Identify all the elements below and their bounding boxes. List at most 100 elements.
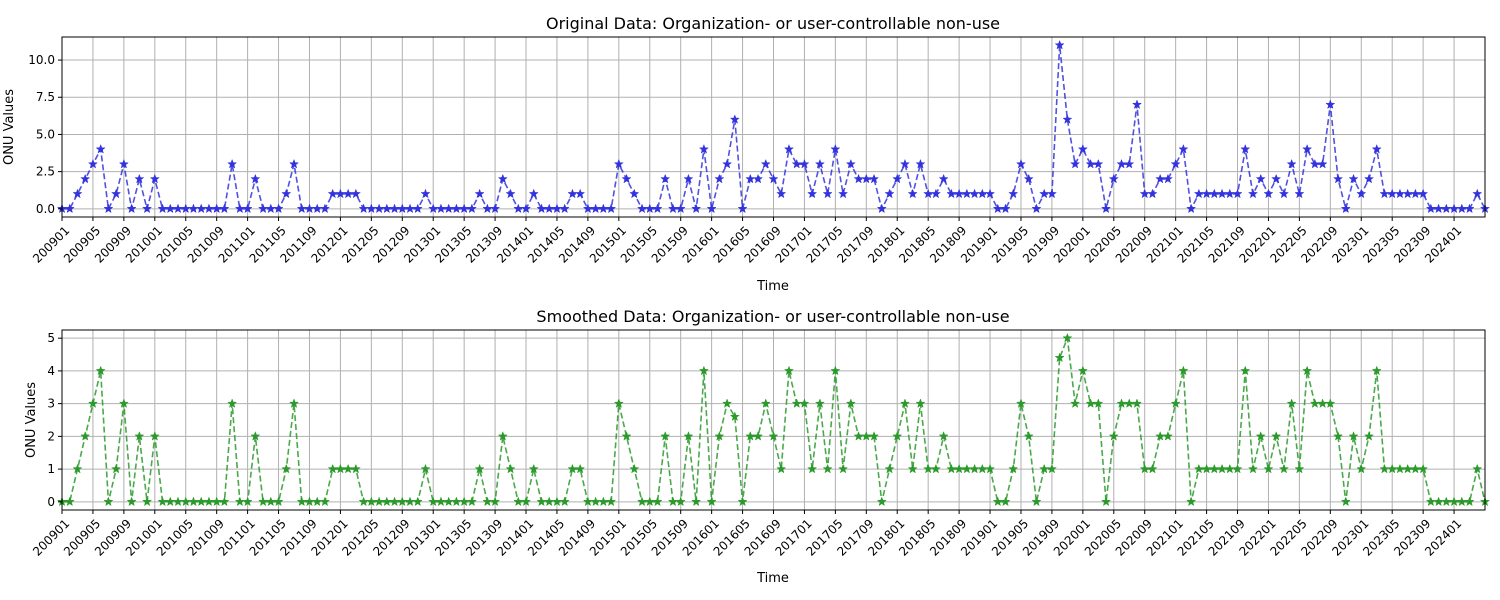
data-point <box>783 143 795 154</box>
data-point <box>1441 496 1452 507</box>
data-point <box>706 203 717 214</box>
data-point <box>374 496 385 507</box>
data-point <box>227 398 238 408</box>
data-point <box>791 398 802 408</box>
data-point <box>72 463 83 474</box>
data-point <box>281 188 292 199</box>
data-point <box>1263 463 1274 474</box>
tick-layer: 2009012009052009092010012010052010092011… <box>30 331 1464 559</box>
data-point <box>490 203 501 214</box>
data-point <box>930 188 941 199</box>
data-point <box>984 188 996 199</box>
data-point <box>149 431 160 441</box>
data-point <box>1193 188 1204 199</box>
x-axis-label: Time <box>756 279 789 294</box>
data-point <box>814 158 825 169</box>
data-point <box>1193 463 1204 474</box>
data-point <box>242 203 253 214</box>
data-point <box>1263 188 1274 199</box>
data-point <box>1155 173 1166 184</box>
data-point <box>172 496 184 507</box>
data-point <box>420 188 431 199</box>
data-point <box>799 398 810 408</box>
y-tick-label: 5.0 <box>36 127 55 141</box>
data-point <box>1464 203 1475 214</box>
data-point <box>497 173 508 184</box>
y-tick-label: 3 <box>47 397 55 411</box>
data-point <box>1332 173 1344 184</box>
data-point <box>567 188 578 199</box>
data-point <box>1379 463 1390 474</box>
data-point <box>1294 188 1305 199</box>
data-point <box>899 158 911 169</box>
data-point <box>675 496 686 507</box>
data-point <box>1286 158 1297 169</box>
data-point <box>358 496 369 507</box>
data-point <box>1302 143 1313 154</box>
data-point <box>319 496 331 507</box>
data-point <box>1062 332 1073 343</box>
data-point <box>590 496 601 507</box>
data-point <box>1100 203 1112 214</box>
data-point <box>389 496 400 507</box>
y-tick-label: 2 <box>47 429 55 443</box>
data-point <box>961 463 972 474</box>
data-point <box>312 496 323 507</box>
data-point <box>490 496 501 507</box>
data-point <box>188 496 199 507</box>
data-point <box>358 203 369 214</box>
data-point <box>513 496 524 507</box>
data-point <box>868 173 880 184</box>
data-point <box>1348 431 1359 441</box>
data-point <box>1131 99 1143 110</box>
data-point <box>172 203 184 214</box>
data-point <box>830 143 841 154</box>
data-point <box>250 173 261 184</box>
data-point <box>969 463 980 474</box>
data-point <box>374 203 385 214</box>
data-point <box>95 143 106 154</box>
data-point <box>1456 496 1467 507</box>
data-point <box>404 203 416 214</box>
data-point <box>807 188 818 199</box>
data-point <box>80 173 91 184</box>
data-point <box>930 463 941 474</box>
data-point <box>536 203 547 214</box>
data-point <box>1100 496 1112 507</box>
data-point <box>87 398 99 408</box>
data-point <box>1108 431 1119 441</box>
data-point <box>281 463 292 474</box>
data-point <box>1294 463 1305 474</box>
data-point <box>111 188 122 199</box>
data-point <box>1031 203 1042 214</box>
data-point <box>1402 463 1413 474</box>
data-point <box>234 496 245 507</box>
data-point <box>1317 158 1328 169</box>
data-point <box>660 173 671 184</box>
data-point <box>1356 463 1367 474</box>
data-point <box>1278 463 1289 474</box>
data-point <box>915 398 926 408</box>
tick-layer: 2009012009052009092010012010052010092011… <box>28 53 1464 266</box>
data-point <box>1124 398 1135 408</box>
data-point <box>350 463 361 474</box>
data-point <box>892 431 903 441</box>
data-point <box>1255 173 1266 184</box>
data-point <box>652 496 663 507</box>
data-point <box>1232 188 1243 199</box>
data-point <box>559 496 570 507</box>
data-point <box>1325 99 1336 110</box>
data-point <box>544 496 555 507</box>
data-point <box>513 203 524 214</box>
data-point <box>80 431 91 441</box>
data-point <box>1209 463 1220 474</box>
data-point <box>1224 188 1235 199</box>
data-point <box>327 463 338 474</box>
data-point <box>1278 188 1289 199</box>
data-point <box>1039 188 1050 199</box>
data-point <box>258 203 269 214</box>
data-point <box>219 496 230 507</box>
data-point <box>706 496 717 507</box>
data-point <box>420 463 431 474</box>
data-point <box>1271 431 1282 441</box>
